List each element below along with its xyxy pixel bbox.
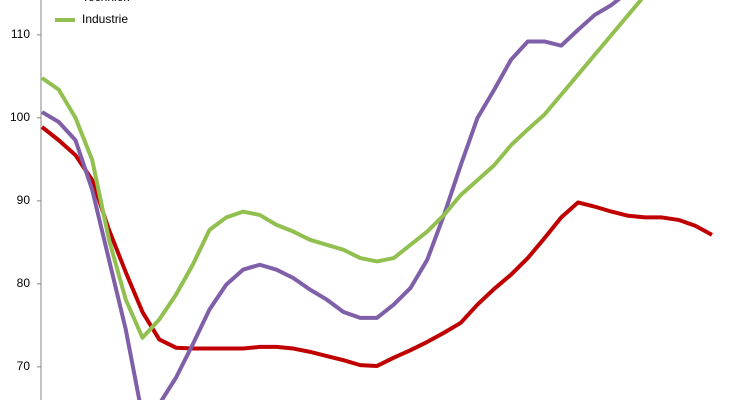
- legend-label: Techniek: [82, 0, 130, 4]
- y-tick-label: 100: [10, 110, 30, 124]
- y-tick-label: 80: [17, 276, 31, 290]
- y-tick-label: 110: [11, 27, 30, 41]
- y-tick-label: 70: [17, 359, 31, 373]
- plot-area: [41, 0, 713, 400]
- series-line: [41, 0, 644, 340]
- legend-label: Industrie: [82, 12, 128, 26]
- series-line: [41, 0, 622, 400]
- y-tick-label: 90: [17, 193, 31, 207]
- series-line: [41, 125, 713, 368]
